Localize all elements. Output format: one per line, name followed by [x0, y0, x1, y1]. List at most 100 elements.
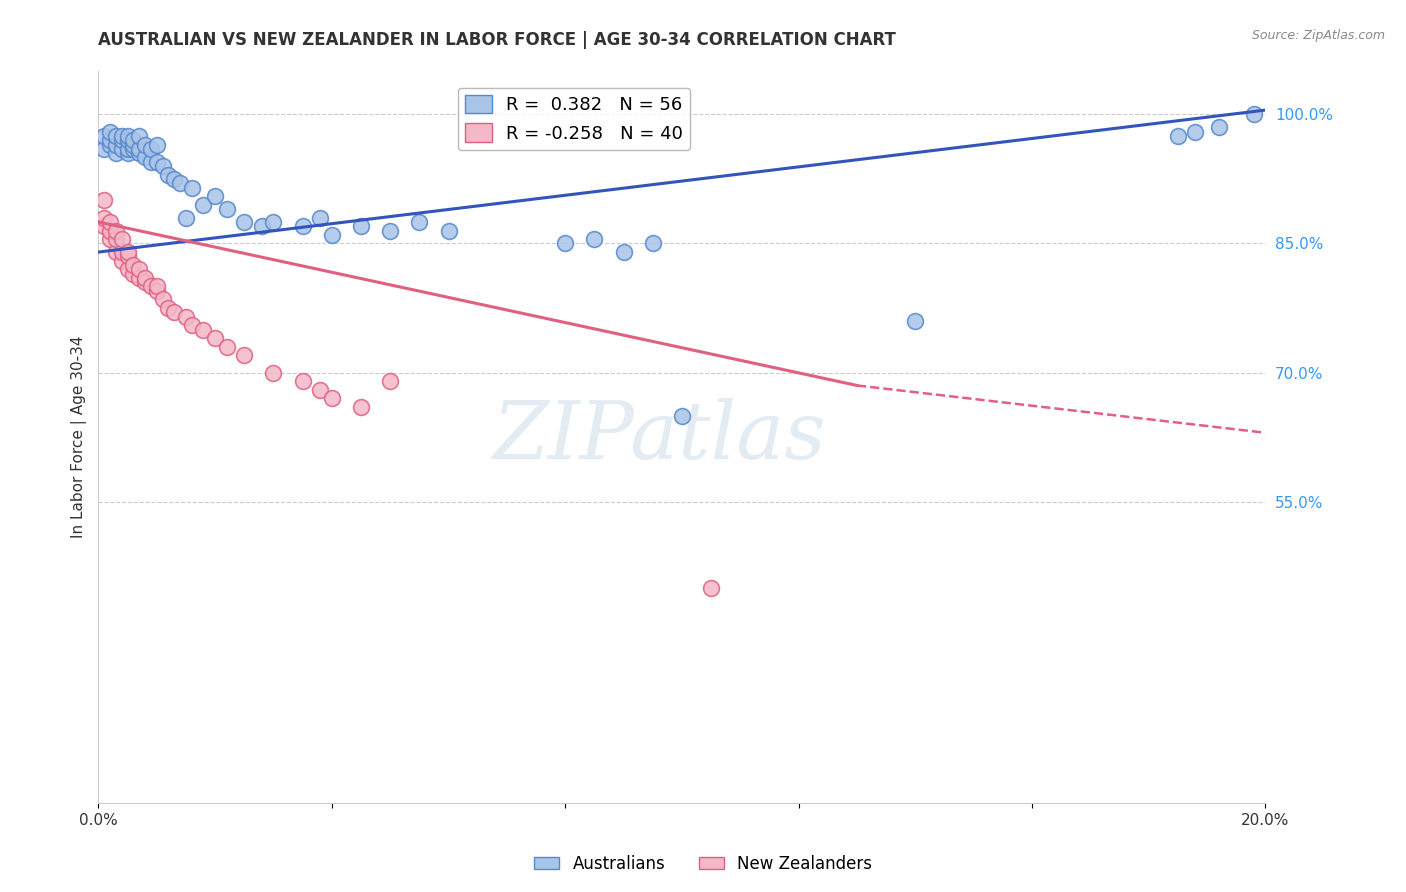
Point [309, 211, 332, 225]
Point [408, 215, 430, 229]
Point [163, 305, 186, 319]
Point [321, 392, 343, 406]
Point [204, 189, 226, 203]
Point [215, 340, 238, 354]
Point [378, 223, 402, 237]
Point [180, 180, 202, 194]
Point [612, 245, 634, 260]
Point [700, 581, 723, 595]
Point [93, 194, 115, 208]
Point [169, 176, 191, 190]
Point [139, 154, 162, 169]
Point [111, 232, 134, 246]
Point [378, 374, 402, 388]
Point [193, 198, 215, 212]
Point [321, 227, 343, 242]
Point [111, 253, 134, 268]
Point [163, 172, 186, 186]
Point [1243, 107, 1265, 121]
Point [152, 159, 174, 173]
Point [128, 142, 150, 156]
Point [350, 400, 373, 414]
Point [128, 262, 150, 277]
Point [117, 249, 139, 263]
Point [122, 258, 145, 272]
Point [671, 409, 693, 423]
Point [98, 215, 121, 229]
Point [93, 219, 115, 234]
Point [1167, 128, 1189, 143]
Point [98, 137, 121, 152]
Point [122, 142, 145, 156]
Point [262, 215, 284, 229]
Point [174, 310, 197, 324]
Point [122, 137, 145, 152]
Point [93, 128, 115, 143]
Point [583, 232, 606, 246]
Point [193, 322, 215, 336]
Point [180, 318, 202, 333]
Point [641, 236, 664, 251]
Point [233, 348, 256, 362]
Text: Source: ZipAtlas.com: Source: ZipAtlas.com [1251, 29, 1385, 42]
Point [117, 133, 139, 147]
Point [111, 142, 134, 156]
Point [134, 275, 156, 289]
Legend: R =  0.382   N = 56, R = -0.258   N = 40: R = 0.382 N = 56, R = -0.258 N = 40 [457, 87, 690, 150]
Point [93, 142, 115, 156]
Point [104, 146, 127, 161]
Point [350, 219, 373, 234]
Point [309, 383, 332, 397]
Point [157, 301, 180, 315]
Point [152, 293, 174, 307]
Point [139, 279, 162, 293]
Text: ZIPatlas: ZIPatlas [492, 399, 825, 475]
Point [262, 366, 284, 380]
Point [122, 133, 145, 147]
Point [98, 232, 121, 246]
Point [134, 271, 156, 285]
Point [111, 245, 134, 260]
Point [117, 146, 139, 161]
Point [111, 133, 134, 147]
Point [98, 125, 121, 139]
Point [1184, 125, 1206, 139]
Point [98, 223, 121, 237]
Point [104, 137, 127, 152]
Point [146, 279, 169, 293]
Point [904, 314, 927, 328]
Point [215, 202, 238, 216]
Text: AUSTRALIAN VS NEW ZEALANDER IN LABOR FORCE | AGE 30-34 CORRELATION CHART: AUSTRALIAN VS NEW ZEALANDER IN LABOR FOR… [98, 31, 896, 49]
Y-axis label: In Labor Force | Age 30-34: In Labor Force | Age 30-34 [72, 335, 87, 539]
Point [128, 128, 150, 143]
Point [104, 128, 127, 143]
Point [117, 142, 139, 156]
Point [98, 133, 121, 147]
Point [128, 146, 150, 161]
Point [117, 262, 139, 277]
Point [146, 284, 169, 298]
Point [291, 219, 314, 234]
Point [174, 211, 197, 225]
Legend: Australians, New Zealanders: Australians, New Zealanders [527, 848, 879, 880]
Point [250, 219, 273, 234]
Point [93, 211, 115, 225]
Point [134, 137, 156, 152]
Point [204, 331, 226, 345]
Point [233, 215, 256, 229]
Point [291, 374, 314, 388]
Point [128, 271, 150, 285]
Point [146, 137, 169, 152]
Point [157, 168, 180, 182]
Point [111, 128, 134, 143]
Point [1208, 120, 1230, 135]
Point [104, 245, 127, 260]
Point [134, 150, 156, 164]
Point [554, 236, 576, 251]
Point [104, 223, 127, 237]
Point [117, 245, 139, 260]
Point [437, 223, 460, 237]
Point [117, 128, 139, 143]
Point [104, 232, 127, 246]
Point [122, 267, 145, 281]
